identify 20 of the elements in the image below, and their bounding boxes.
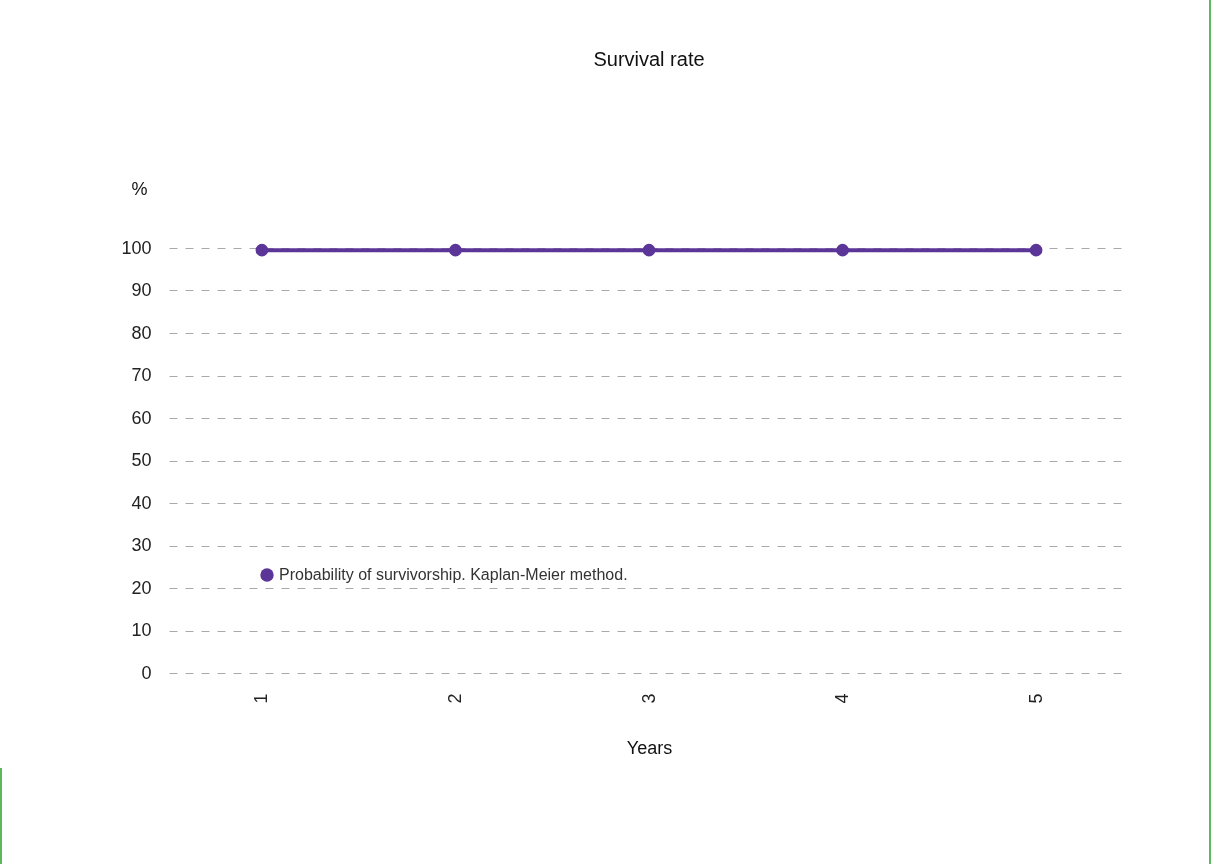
x-axis-title: Years xyxy=(626,737,673,758)
y-tick-label: 30 xyxy=(131,535,152,555)
x-tick-label: 1 xyxy=(251,693,272,704)
x-tick-label: 2 xyxy=(444,693,465,704)
y-tick-label: 40 xyxy=(131,492,152,513)
y-tick-label: 80 xyxy=(131,322,152,343)
legend-label: Probability of survivorship. Kaplan-Meier method. xyxy=(279,566,628,583)
y-tick-label: 10 xyxy=(131,620,152,640)
y-tick-label: 20 xyxy=(131,577,152,598)
y-tick-label: 90 xyxy=(131,280,152,300)
x-tick-label: 4 xyxy=(832,693,853,704)
y-axis-title: % xyxy=(131,178,148,199)
x-tick-label: 3 xyxy=(638,693,659,704)
y-tick-label: 70 xyxy=(131,365,152,385)
y-tick-label: 50 xyxy=(131,450,152,470)
chart-title: Survival rate xyxy=(593,48,705,70)
y-tick-label: 0 xyxy=(141,662,152,683)
y-tick-label: 60 xyxy=(131,407,152,428)
x-tick-label: 5 xyxy=(1025,693,1046,704)
y-tick-label: 100 xyxy=(121,237,152,258)
